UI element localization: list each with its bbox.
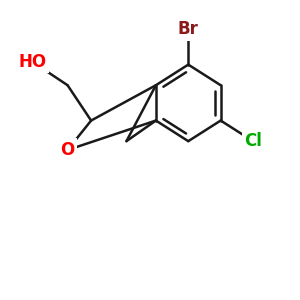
Text: HO: HO <box>18 53 46 71</box>
Text: O: O <box>60 141 75 159</box>
Text: Cl: Cl <box>244 132 262 150</box>
Text: Br: Br <box>178 20 199 38</box>
